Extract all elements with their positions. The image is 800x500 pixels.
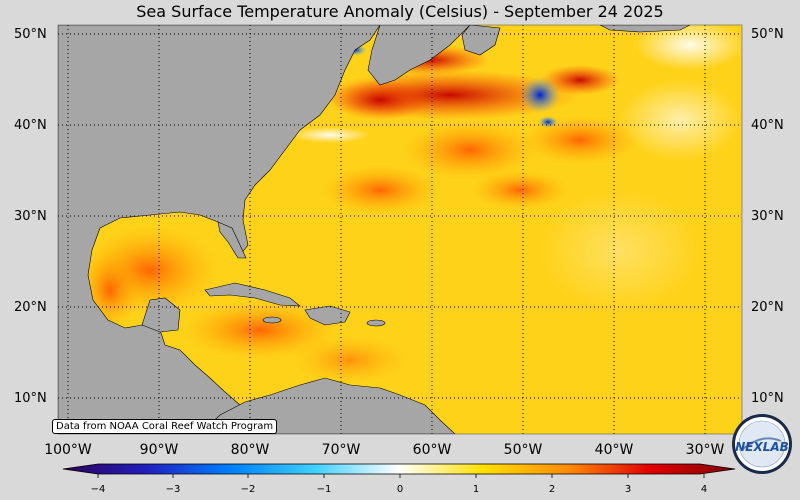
jamaica-island bbox=[262, 316, 282, 324]
map-title: Sea Surface Temperature Anomaly (Celsius… bbox=[136, 2, 664, 21]
lat-label-left-30: 30°N bbox=[14, 209, 47, 224]
newfoundland-island bbox=[461, 25, 501, 56]
lat-label-right-10: 10°N bbox=[751, 391, 784, 406]
colorbar-tick-label: −1 bbox=[316, 484, 332, 495]
lat-label-right-20: 20°N bbox=[751, 300, 784, 315]
colorbar-tick-label: −2 bbox=[240, 484, 256, 495]
greenland-land bbox=[599, 25, 691, 33]
colorbar-tick-label: 3 bbox=[624, 484, 632, 495]
colorbar-tick-label: 2 bbox=[548, 484, 556, 495]
florida-peninsula bbox=[217, 221, 247, 259]
lat-label-left-10: 10°N bbox=[14, 391, 47, 406]
map-area bbox=[58, 25, 742, 434]
lat-label-right-50: 50°N bbox=[751, 27, 784, 42]
lat-label-left-40: 40°N bbox=[14, 118, 47, 133]
lon-label-100w: 100°W bbox=[44, 442, 92, 458]
lat-label-left-50: 50°N bbox=[14, 27, 47, 42]
colorbar-tick-label: −3 bbox=[165, 484, 181, 495]
lon-label-60w: 60°W bbox=[412, 442, 452, 458]
lon-label-30w: 30°W bbox=[685, 442, 725, 458]
north-america-land bbox=[58, 25, 381, 434]
lon-label-40w: 40°W bbox=[594, 442, 634, 458]
puerto-rico-island bbox=[366, 319, 386, 327]
lat-label-left-20: 20°N bbox=[14, 300, 47, 315]
lon-label-90w: 90°W bbox=[139, 442, 179, 458]
colorbar bbox=[62, 463, 736, 478]
lon-label-70w: 70°W bbox=[321, 442, 361, 458]
lat-label-right-30: 30°N bbox=[751, 209, 784, 224]
maritimes-land bbox=[367, 25, 471, 86]
hispaniola-island bbox=[304, 305, 351, 326]
logo-text: NEXLAB bbox=[735, 440, 789, 454]
nexlab-logo: NEXLAB bbox=[732, 414, 792, 474]
colorbar-tick-label: 0 bbox=[396, 484, 404, 495]
colorbar-tick-label: 4 bbox=[700, 484, 708, 495]
colorbar-tick-label: 1 bbox=[472, 484, 480, 495]
graticule bbox=[58, 25, 742, 434]
lon-label-50w: 50°W bbox=[503, 442, 543, 458]
lat-label-right-40: 40°N bbox=[751, 118, 784, 133]
data-credit-label: Data from NOAA Coral Reef Watch Program bbox=[52, 419, 278, 434]
lon-label-80w: 80°W bbox=[230, 442, 270, 458]
cuba-island bbox=[204, 282, 301, 307]
colorbar-tick-label: −4 bbox=[90, 484, 106, 495]
